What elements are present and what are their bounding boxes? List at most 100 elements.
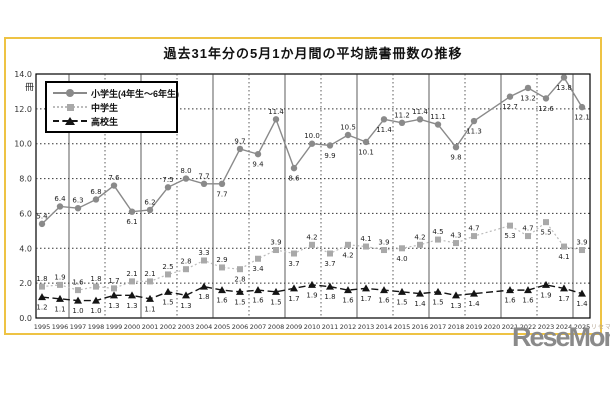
svg-text:1.2: 1.2: [36, 304, 47, 312]
svg-text:2021: 2021: [502, 323, 519, 331]
svg-text:1.8: 1.8: [90, 275, 101, 283]
svg-text:13.2: 13.2: [520, 94, 536, 102]
svg-text:2008: 2008: [268, 323, 285, 331]
resemom-logo: リセマム ReseMom.: [512, 324, 610, 351]
svg-text:4.7: 4.7: [468, 225, 479, 233]
svg-text:2023: 2023: [538, 323, 555, 331]
svg-text:11.2: 11.2: [394, 111, 410, 119]
resemom-logo-text: ReseMom.: [512, 322, 610, 352]
svg-text:1.0: 1.0: [90, 307, 101, 315]
svg-text:2013: 2013: [358, 323, 375, 331]
svg-text:4.3: 4.3: [450, 232, 461, 240]
svg-text:3.3: 3.3: [198, 249, 209, 257]
svg-text:1.6: 1.6: [504, 297, 516, 305]
svg-text:4.0: 4.0: [396, 255, 407, 263]
svg-text:3.4: 3.4: [252, 265, 264, 273]
resemom-logo-ruby: リセマム: [591, 325, 610, 331]
series-elementary-value-labels: 5.4 6.4 6.3 6.8 7.6 6.1 6.2 7.5 8.0 7.7 7.7 9.7 9.4 1…: [36, 84, 589, 226]
svg-text:8.0: 8.0: [19, 175, 32, 184]
svg-text:2019: 2019: [466, 323, 483, 331]
svg-text:1.7: 1.7: [360, 295, 371, 303]
svg-text:10.0: 10.0: [14, 140, 32, 149]
svg-text:6.2: 6.2: [144, 198, 155, 206]
svg-text:14.0: 14.0: [14, 70, 32, 79]
svg-text:2020: 2020: [484, 323, 501, 331]
svg-text:2.8: 2.8: [234, 276, 245, 284]
svg-text:1997: 1997: [70, 323, 87, 331]
svg-text:3.7: 3.7: [288, 260, 299, 268]
svg-text:4.2: 4.2: [342, 251, 353, 259]
svg-text:9.4: 9.4: [252, 161, 264, 169]
svg-text:1.3: 1.3: [126, 302, 137, 310]
series-high-school-line: [41, 284, 583, 302]
svg-text:4.5: 4.5: [432, 228, 443, 236]
svg-text:1.6: 1.6: [342, 297, 354, 305]
svg-text:0.0: 0.0: [19, 314, 32, 323]
svg-text:2010: 2010: [304, 323, 321, 331]
svg-text:1.4: 1.4: [468, 300, 480, 308]
svg-text:1.6: 1.6: [378, 297, 390, 305]
svg-text:1.9: 1.9: [54, 273, 65, 281]
series-elementary-markers: [38, 74, 586, 228]
legend-item-junior-high: 中学生: [53, 100, 171, 114]
svg-text:2.0: 2.0: [19, 279, 32, 288]
svg-text:5.3: 5.3: [504, 232, 515, 240]
svg-text:1996: 1996: [52, 323, 69, 331]
svg-text:3.9: 3.9: [270, 239, 281, 247]
svg-text:7.7: 7.7: [216, 190, 227, 198]
svg-text:1.7: 1.7: [288, 295, 299, 303]
svg-text:2022: 2022: [520, 323, 537, 331]
svg-text:1.5: 1.5: [432, 298, 443, 306]
svg-text:2018: 2018: [448, 323, 465, 331]
svg-text:2003: 2003: [178, 323, 195, 331]
svg-text:6.4: 6.4: [54, 195, 66, 203]
svg-text:8.0: 8.0: [180, 167, 191, 175]
svg-text:4.1: 4.1: [558, 253, 569, 261]
svg-text:2.8: 2.8: [180, 258, 191, 266]
series-junior-high-value-labels: 1.8 1.9 1.6 1.8 1.7 2.1 2.1 2.5 2.8 3.3 2.9 2.8 3.4 3…: [36, 225, 587, 287]
svg-text:1.5: 1.5: [396, 298, 407, 306]
svg-text:1.8: 1.8: [198, 293, 209, 301]
svg-text:2025: 2025: [574, 323, 591, 331]
svg-text:2.9: 2.9: [216, 256, 227, 264]
svg-text:2.1: 2.1: [144, 270, 155, 278]
svg-text:1.4: 1.4: [576, 300, 588, 308]
svg-text:2004: 2004: [196, 323, 213, 331]
svg-text:7.5: 7.5: [162, 176, 173, 184]
svg-text:1.6: 1.6: [72, 279, 84, 287]
y-axis-labels: 0.0 2.0 4.0 6.0 8.0 10.0 12.0 14.0: [14, 70, 32, 323]
elementary-circle-line-icon: [53, 88, 87, 98]
svg-text:12.1: 12.1: [574, 114, 590, 122]
svg-text:2011: 2011: [322, 323, 339, 331]
svg-text:1.6: 1.6: [522, 297, 534, 305]
svg-text:2009: 2009: [286, 323, 303, 331]
svg-text:1.7: 1.7: [108, 277, 119, 285]
series-high-school-markers: [38, 280, 586, 304]
svg-text:2001: 2001: [142, 323, 159, 331]
svg-text:2017: 2017: [430, 323, 447, 331]
svg-text:9.9: 9.9: [324, 152, 335, 160]
svg-text:1.9: 1.9: [306, 291, 317, 299]
svg-text:11.3: 11.3: [466, 128, 482, 136]
svg-text:2016: 2016: [412, 323, 429, 331]
svg-text:4.2: 4.2: [414, 233, 425, 241]
svg-text:1.5: 1.5: [270, 298, 281, 306]
svg-text:5.4: 5.4: [36, 212, 48, 220]
legend-label-high-school: 高校生: [91, 116, 119, 127]
svg-text:2002: 2002: [160, 323, 177, 331]
svg-text:1.1: 1.1: [54, 305, 65, 313]
svg-text:10.0: 10.0: [304, 132, 320, 140]
svg-text:7.6: 7.6: [108, 174, 120, 182]
svg-text:2000: 2000: [124, 323, 141, 331]
series-high-school: 1.2 1.1 1.0 1.0 1.3 1.3 1.1 1.5 1.3 1.8 1.6 1.5 1.6 1…: [36, 280, 588, 315]
high-school-triangle-line-icon: [53, 116, 87, 126]
svg-text:2005: 2005: [214, 323, 231, 331]
svg-text:13.8: 13.8: [556, 84, 572, 92]
series-junior-high: 1.8 1.9 1.6 1.8 1.7 2.1 2.1 2.5 2.8 3.3 2.9 2.8 3.4 3…: [36, 219, 588, 294]
svg-text:9.7: 9.7: [234, 137, 245, 145]
svg-text:1.7: 1.7: [558, 295, 569, 303]
svg-text:2014: 2014: [376, 323, 393, 331]
svg-text:4.1: 4.1: [360, 235, 371, 243]
svg-text:2.5: 2.5: [162, 263, 173, 271]
svg-text:2012: 2012: [340, 323, 357, 331]
